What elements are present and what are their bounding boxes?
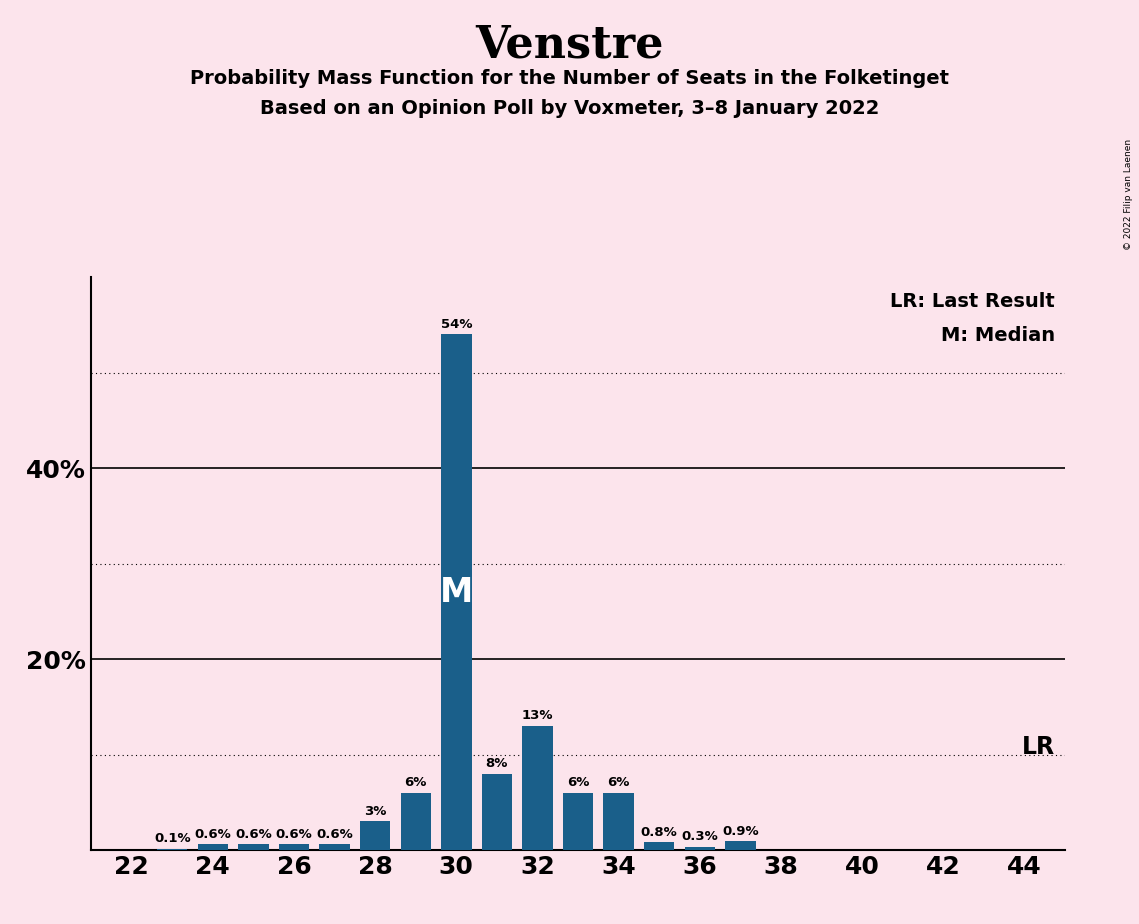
Bar (401, 793, 431, 850)
Text: 0.1%: 0.1% (154, 833, 190, 845)
Text: 54%: 54% (441, 318, 472, 331)
Text: Probability Mass Function for the Number of Seats in the Folketinget: Probability Mass Function for the Number… (190, 69, 949, 89)
Bar (685, 847, 715, 850)
Text: LR: LR (1022, 735, 1055, 759)
Text: 3%: 3% (364, 805, 386, 818)
Bar (563, 793, 593, 850)
Text: 0.9%: 0.9% (722, 824, 759, 838)
Text: 8%: 8% (485, 757, 508, 770)
Text: 6%: 6% (567, 776, 589, 789)
Text: Based on an Opinion Poll by Voxmeter, 3–8 January 2022: Based on an Opinion Poll by Voxmeter, 3–… (260, 99, 879, 118)
Text: 6%: 6% (607, 776, 630, 789)
Bar (523, 726, 552, 850)
Text: 0.6%: 0.6% (235, 828, 272, 841)
Bar (157, 849, 188, 850)
Bar (441, 334, 472, 850)
Text: 0.6%: 0.6% (317, 828, 353, 841)
Text: 6%: 6% (404, 776, 427, 789)
Bar (279, 845, 309, 850)
Bar (319, 845, 350, 850)
Bar (604, 793, 633, 850)
Text: M: Median: M: Median (941, 326, 1055, 345)
Text: 13%: 13% (522, 709, 554, 723)
Text: M: M (440, 576, 473, 609)
Bar (644, 843, 674, 850)
Bar (482, 773, 513, 850)
Bar (726, 842, 755, 850)
Text: 0.6%: 0.6% (195, 828, 231, 841)
Text: © 2022 Filip van Laenen: © 2022 Filip van Laenen (1124, 139, 1133, 249)
Text: 0.3%: 0.3% (681, 831, 719, 844)
Text: 0.8%: 0.8% (641, 826, 678, 839)
Bar (198, 845, 228, 850)
Bar (238, 845, 269, 850)
Text: 0.6%: 0.6% (276, 828, 312, 841)
Bar (360, 821, 391, 850)
Text: Venstre: Venstre (475, 23, 664, 67)
Text: LR: Last Result: LR: Last Result (891, 292, 1055, 310)
